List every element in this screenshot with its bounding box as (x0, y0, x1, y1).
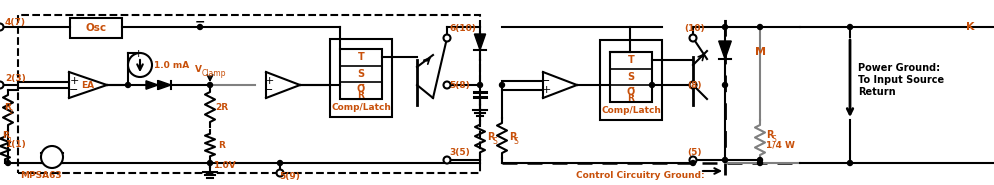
Circle shape (0, 23, 4, 31)
Circle shape (443, 34, 450, 41)
Circle shape (690, 157, 697, 164)
Circle shape (128, 53, 152, 77)
Circle shape (125, 83, 130, 88)
Text: Q̅: Q̅ (357, 83, 365, 93)
Text: R: R (2, 130, 9, 139)
Circle shape (198, 24, 203, 29)
Text: MPSA63: MPSA63 (20, 171, 62, 179)
Text: Osc: Osc (85, 23, 106, 33)
Text: 3(5): 3(5) (449, 149, 470, 157)
Text: Control Circuitry Ground:: Control Circuitry Ground: (576, 171, 705, 179)
Text: Power Ground:
To Input Source
Return: Power Ground: To Input Source Return (858, 63, 944, 97)
Text: V: V (195, 65, 202, 73)
Text: T: T (358, 52, 365, 62)
Circle shape (276, 169, 283, 176)
Circle shape (691, 161, 696, 166)
Text: R: R (627, 94, 634, 103)
Polygon shape (474, 34, 486, 50)
Bar (70, 18, 122, 38)
Text: 1.0V: 1.0V (213, 161, 236, 169)
Text: 5(9): 5(9) (279, 172, 300, 181)
Polygon shape (719, 41, 732, 59)
Circle shape (690, 34, 697, 41)
Circle shape (0, 82, 4, 88)
Text: 2R: 2R (216, 102, 229, 112)
Circle shape (41, 146, 63, 168)
Text: R: R (219, 140, 226, 149)
Text: (8): (8) (688, 80, 702, 90)
Text: 1: 1 (7, 137, 12, 143)
Text: S: S (514, 137, 519, 145)
Circle shape (443, 82, 450, 88)
Text: Q̅: Q̅ (627, 86, 635, 96)
Text: S: S (358, 69, 365, 79)
Circle shape (723, 157, 728, 162)
Bar (330, 39, 392, 117)
Text: +: + (133, 49, 143, 59)
Circle shape (848, 24, 853, 29)
Text: 2(3): 2(3) (5, 73, 26, 83)
Text: 1/4 W: 1/4 W (766, 140, 795, 149)
Text: R: R (4, 102, 11, 112)
Text: −: − (195, 16, 205, 28)
Bar (340, 49, 382, 99)
Text: −: − (70, 85, 79, 95)
Text: (5): (5) (688, 149, 702, 157)
Text: R: R (487, 132, 494, 142)
Circle shape (690, 82, 697, 88)
Circle shape (723, 83, 728, 88)
Circle shape (6, 161, 11, 166)
Text: +: + (542, 85, 551, 95)
Text: S: S (627, 72, 634, 82)
Text: Clamp: Clamp (202, 68, 227, 78)
Text: Comp/Latch: Comp/Latch (601, 105, 661, 115)
Circle shape (757, 24, 762, 29)
Circle shape (277, 161, 282, 166)
Text: +: + (70, 76, 79, 86)
Circle shape (500, 83, 505, 88)
Polygon shape (146, 81, 158, 89)
Text: S: S (771, 134, 775, 144)
Text: (10): (10) (685, 23, 706, 33)
Polygon shape (159, 81, 171, 89)
Circle shape (477, 83, 482, 88)
Circle shape (757, 161, 762, 166)
Bar (18, 15, 480, 173)
Text: −: − (264, 85, 273, 95)
Text: 5(8): 5(8) (449, 80, 470, 90)
Circle shape (757, 157, 762, 162)
Text: Comp/Latch: Comp/Latch (331, 102, 391, 112)
Text: M: M (754, 47, 765, 57)
Text: +: + (264, 76, 273, 86)
Circle shape (443, 157, 450, 164)
Text: T: T (627, 55, 634, 65)
Text: 4(7): 4(7) (5, 18, 26, 26)
Text: 2: 2 (9, 109, 13, 115)
Text: R: R (509, 132, 517, 142)
Circle shape (208, 161, 213, 166)
Text: R: R (358, 91, 365, 100)
Bar (610, 52, 652, 102)
Bar (600, 40, 662, 120)
Text: EA: EA (82, 80, 94, 90)
Circle shape (208, 83, 213, 88)
Text: −: − (542, 76, 551, 86)
Text: 1(1): 1(1) (5, 140, 26, 149)
Text: S: S (492, 137, 497, 145)
Text: R: R (766, 130, 773, 140)
Circle shape (848, 161, 853, 166)
Circle shape (649, 83, 654, 88)
Text: 1.0 mA: 1.0 mA (154, 60, 189, 70)
Text: 6(10): 6(10) (449, 23, 476, 33)
Text: K: K (966, 22, 974, 32)
Circle shape (723, 24, 728, 29)
